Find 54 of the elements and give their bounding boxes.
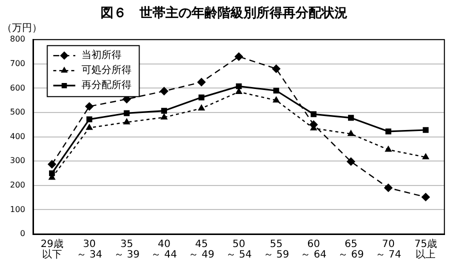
- point: [198, 104, 205, 110]
- y-tick-label: 800: [10, 34, 26, 44]
- y-tick-label: 100: [10, 204, 26, 214]
- point: [346, 157, 356, 166]
- point: [236, 83, 242, 90]
- y-tick-label: 200: [10, 180, 26, 190]
- x-tick-label: 45 ～ 49: [188, 238, 214, 260]
- point: [85, 102, 94, 111]
- point: [160, 114, 168, 120]
- y-axis-title: （万円）: [2, 23, 42, 34]
- point: [236, 88, 242, 94]
- point: [86, 124, 93, 130]
- x-tick-label: 60 ～ 64: [300, 238, 327, 260]
- x-tick-label: 50 ～ 54: [226, 238, 252, 260]
- x-tick-label: 40 ～ 44: [151, 238, 178, 260]
- x-tick-label: 29歳以下: [40, 238, 64, 260]
- point: [197, 78, 206, 86]
- point: [310, 111, 317, 118]
- point: [234, 52, 243, 61]
- point: [385, 128, 392, 134]
- y-tick-label: 300: [10, 156, 26, 166]
- point: [384, 184, 392, 192]
- point: [385, 146, 392, 152]
- x-tick-label: 35 ～ 39: [114, 238, 140, 260]
- point: [273, 88, 280, 94]
- x-tick-label: 30 ～ 34: [76, 238, 102, 260]
- y-tick-label: 500: [10, 108, 26, 117]
- point: [422, 127, 429, 133]
- legend-label: 当初所得: [81, 49, 122, 62]
- point: [272, 64, 280, 73]
- y-tick-label: 700: [10, 58, 26, 68]
- y-tick-label: 400: [10, 132, 26, 141]
- x-tick-label: 65 ～ 69: [338, 238, 364, 260]
- point: [422, 192, 430, 202]
- legend-label: 可処分所得: [81, 64, 132, 76]
- point: [124, 110, 130, 116]
- point: [124, 118, 130, 124]
- point: [273, 96, 280, 102]
- point: [86, 116, 92, 122]
- x-tick-label: 75歳以上: [414, 238, 438, 260]
- y-tick-label: 600: [10, 83, 26, 92]
- y-tick-label: 0: [20, 229, 26, 238]
- legend-label: 再分配所得: [81, 79, 132, 92]
- point: [348, 130, 354, 136]
- point: [49, 170, 55, 176]
- point: [198, 94, 204, 100]
- point: [422, 154, 429, 160]
- x-tick-label: 55 ～ 59: [263, 238, 290, 260]
- point: [48, 160, 56, 168]
- point: [161, 108, 168, 114]
- point: [348, 114, 354, 121]
- chart-title: 図６ 世帯主の年齢階級別所得再分配状況: [100, 5, 348, 22]
- point: [160, 87, 168, 96]
- x-tick-label: 70 ～ 74: [375, 238, 402, 260]
